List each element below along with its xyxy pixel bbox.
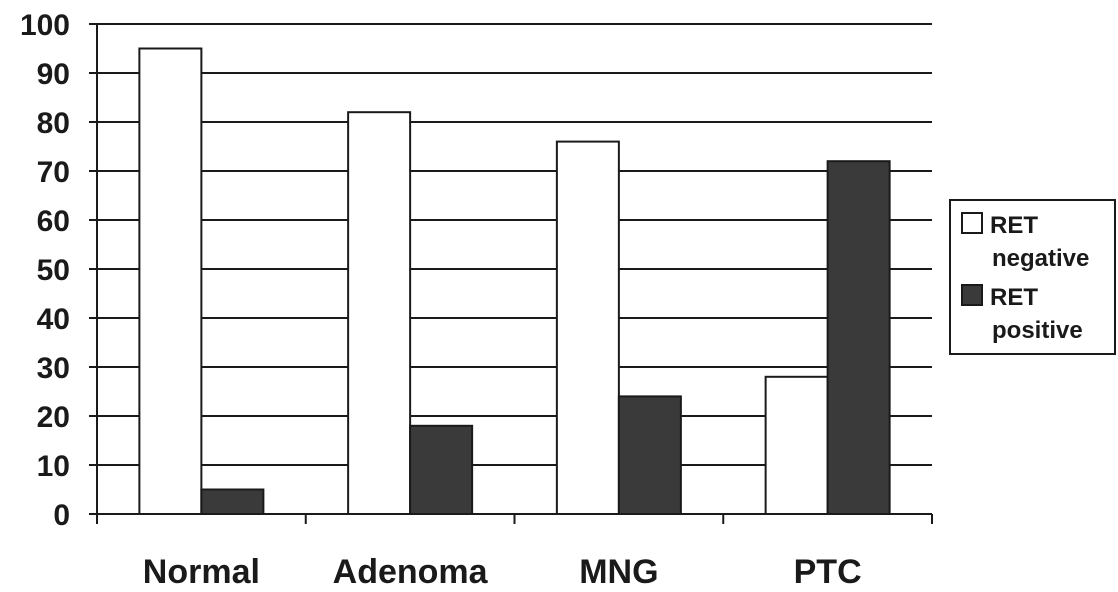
y-tick-label-0: 0 xyxy=(53,499,70,532)
y-tick-label-40: 40 xyxy=(37,303,70,336)
legend-label-ret-negative-line2: negative xyxy=(992,245,1089,272)
y-tick-label-100: 100 xyxy=(20,9,70,42)
bar-ptc-ret-positive xyxy=(826,160,891,515)
y-tick-label-20: 20 xyxy=(37,401,70,434)
category-label-adenoma: Adenoma xyxy=(333,553,489,591)
y-tick-label-60: 60 xyxy=(37,205,70,238)
gridlines xyxy=(97,23,932,466)
y-tick-label-70: 70 xyxy=(37,156,70,189)
y-tick-label-10: 10 xyxy=(37,450,70,483)
category-labels: Normal Adenoma MNG PTC xyxy=(96,514,933,591)
bar-mng-ret-positive xyxy=(617,395,682,515)
bar-ptc-ret-negative xyxy=(764,375,829,515)
legend-swatch-ret-positive xyxy=(961,284,983,306)
y-tick-label-30: 30 xyxy=(37,352,70,385)
bar-adenoma-ret-positive xyxy=(409,424,474,515)
y-tick-label-90: 90 xyxy=(37,58,70,91)
bars xyxy=(138,47,891,515)
legend-label-ret-positive-line1: RET xyxy=(990,284,1038,311)
y-tick-label-50: 50 xyxy=(37,254,70,287)
bar-normal-ret-negative xyxy=(138,47,203,515)
legend: RET negative RET positive xyxy=(949,199,1116,355)
legend-swatch-ret-negative xyxy=(961,212,983,234)
category-label-mng: MNG xyxy=(579,553,658,591)
category-label-ptc: PTC xyxy=(794,553,862,591)
bar-mng-ret-negative xyxy=(555,140,620,515)
bar-normal-ret-positive xyxy=(200,488,265,515)
bar-adenoma-ret-negative xyxy=(347,111,412,515)
y-tick-labels: 0 10 20 30 40 50 60 70 80 90 100 xyxy=(20,9,97,532)
legend-label-ret-negative-line1: RET xyxy=(990,212,1038,239)
y-tick-label-80: 80 xyxy=(37,107,70,140)
legend-label-ret-positive-line2: positive xyxy=(992,317,1083,344)
category-label-normal: Normal xyxy=(143,553,260,591)
